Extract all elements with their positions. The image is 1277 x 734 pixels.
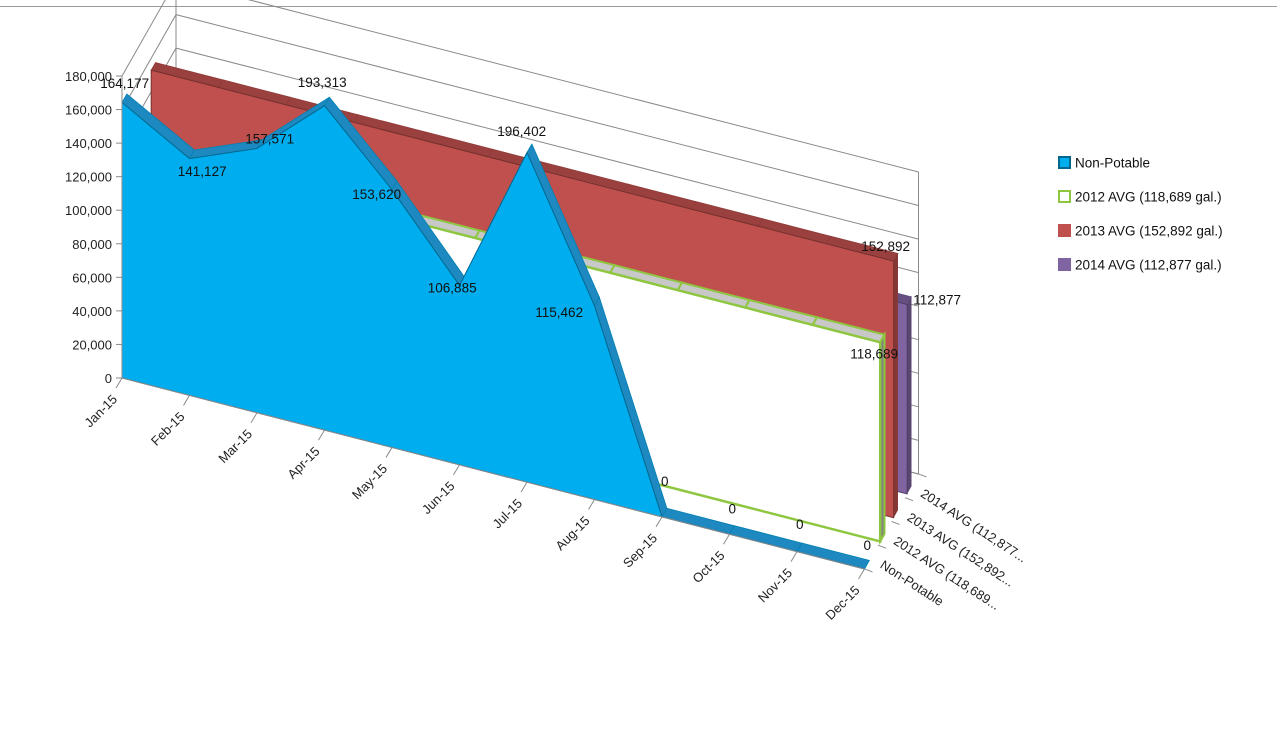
y-tick-label: 180,000 [65,69,112,84]
y-tick-label: 140,000 [65,136,112,151]
x-tick-label: Mar-15 [215,426,255,466]
data-label: 152,892 [861,239,910,254]
y-tick-label: 80,000 [72,237,112,252]
gridline [121,0,919,173]
data-label: 153,620 [352,187,401,202]
x-tick-mark [115,377,123,389]
top-border-line [0,6,1277,7]
data-label: 196,402 [497,124,546,139]
non-potable-top [661,507,736,535]
legend-swatch [1058,190,1071,203]
x-tick-label: May-15 [349,461,390,502]
x-tick-label: Jan-15 [81,392,120,431]
y-tick-label: 160,000 [65,103,112,118]
depth-tick [864,568,873,573]
depth-tick [877,544,887,549]
depth-tick [891,520,900,525]
x-tick-label: Apr-15 [284,444,322,482]
x-tick-mark [250,412,258,423]
x-tick-mark [453,464,460,476]
y-tick-label: 60,000 [72,270,112,285]
depth-tick [904,497,914,502]
y-tick-label: 20,000 [72,337,112,352]
x-tick-label: Sep-15 [620,530,660,570]
non-potable-top [728,525,803,553]
data-label: 157,571 [245,132,294,147]
data-label: 106,885 [428,281,477,296]
x-tick-mark [723,533,730,545]
data-labels: 164,177 141,127 157,571 193,313 153,620 106,8… [100,75,961,553]
data-label: 112,877 [913,293,961,308]
x-tick-mark [385,447,393,458]
data-label: 115,462 [535,305,583,320]
data-label: 141,127 [178,164,227,179]
data-label: 0 [728,501,736,516]
non-potable-top [796,542,871,570]
legend-swatch [1058,156,1071,169]
legend-label: 2012 AVG (118,689 gal.) [1075,190,1222,205]
x-tick-label: Nov-15 [755,565,795,605]
x-tick-label: Jul-15 [489,496,525,532]
x-tick-label: Dec-15 [822,582,862,622]
y-tick-label: 100,000 [65,203,112,218]
data-label: 118,689 [850,346,898,361]
y-tick-label: 0 [105,371,112,386]
legend-label: 2014 AVG (112,877 gal.) [1075,258,1222,273]
x-tick-label: Aug-15 [552,513,592,553]
data-label: 0 [661,474,669,489]
legend-swatch [1058,258,1071,271]
x-tick-mark [318,429,325,441]
data-label: 164,177 [100,76,149,91]
legend: Non-Potable 2012 AVG (118,689 gal.) 2013 A… [1058,156,1223,273]
depth-tick [918,473,927,478]
y-tick-label: 120,000 [65,170,112,185]
x-tick-label: Oct-15 [689,548,727,586]
y-axis: 0 20,000 40,000 60,000 80,000 100,000 120,000 1… [65,69,123,386]
x-tick-label: Feb-15 [148,409,188,449]
x-tick-mark [655,516,663,528]
legend-label: Non-Potable [1075,156,1150,171]
x-tick-mark [183,395,190,406]
x-tick-label: Jun-15 [419,478,458,517]
x-tick-mark [790,551,798,562]
avg2013-end [893,253,898,518]
x-tick-mark [858,568,865,580]
x-axis-line [121,377,865,570]
y-tick-label: 40,000 [72,304,112,319]
avg2014-end [907,296,912,494]
data-label: 0 [863,538,871,553]
legend-swatch [1058,224,1071,237]
x-tick-mark [520,481,528,493]
x-tick-mark [588,499,595,510]
data-label: 0 [796,517,804,532]
legend-label: 2013 AVG (152,892 gal.) [1075,224,1223,239]
data-label: 193,313 [298,75,347,90]
